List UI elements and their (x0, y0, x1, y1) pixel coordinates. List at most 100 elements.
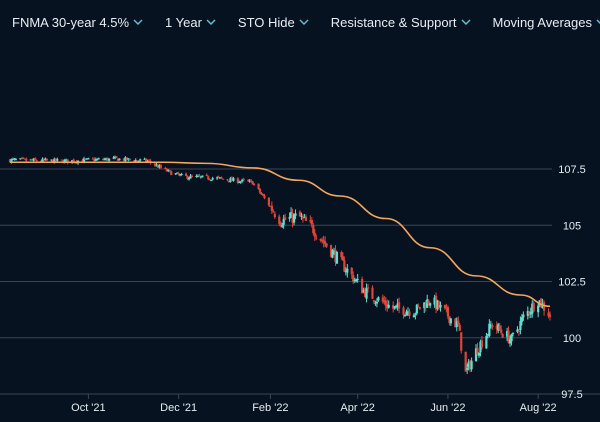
y-tick-label: 102.5 (558, 277, 586, 289)
candle-body (371, 287, 374, 299)
y-tick-label: 100 (563, 333, 581, 345)
candle-body (218, 177, 222, 179)
candle-body (329, 245, 333, 257)
candle-body (31, 159, 34, 161)
candle-body (298, 211, 302, 217)
candle-body (334, 249, 337, 263)
candle-body (116, 158, 120, 161)
candle-body (174, 173, 177, 175)
candle-body (65, 159, 68, 161)
x-tick-label: Feb '22 (252, 402, 288, 414)
candlesticks (8, 155, 552, 374)
candle-body (522, 314, 525, 318)
candle-body (436, 300, 439, 309)
candle-body (165, 168, 168, 172)
candle-body (384, 300, 387, 306)
candle-body (153, 163, 157, 166)
candle-body (179, 174, 182, 176)
period-dropdown[interactable]: 1 Year (165, 15, 216, 30)
candle-body (226, 179, 229, 181)
candle-body (22, 157, 25, 159)
toolbar: FNMA 30-year 4.5% 1 Year STO Hide Resist… (0, 0, 600, 44)
candle-body (516, 329, 519, 332)
moving-average-layer (10, 161, 551, 308)
candle-body (87, 158, 90, 160)
candle-body (112, 157, 115, 159)
candle-body (39, 160, 43, 162)
candle-body (199, 176, 202, 178)
instrument-label: FNMA 30-year 4.5% (12, 14, 130, 30)
candle-body (433, 297, 436, 305)
resistance-support-label: Resistance & Support (330, 14, 457, 30)
candle-body (426, 299, 429, 308)
moving-average-line (10, 161, 551, 308)
candle-body (505, 331, 509, 337)
instrument-dropdown[interactable]: FNMA 30-year 4.5% (12, 15, 143, 30)
candle-body (19, 158, 22, 160)
candle-body (381, 297, 384, 302)
candle-body (448, 316, 451, 323)
candle-body (189, 175, 192, 179)
candle-body (168, 170, 171, 172)
candle-body (105, 158, 108, 160)
candle-body (474, 348, 478, 362)
candle-body (257, 183, 260, 189)
candle-body (205, 175, 208, 177)
candle-body (115, 156, 118, 158)
candle-body (363, 289, 367, 297)
candle-body (294, 213, 297, 216)
candle-body (10, 158, 13, 163)
candle-body (230, 177, 234, 181)
candle-body (547, 312, 550, 317)
candle-body (362, 289, 365, 293)
candle-body (158, 165, 161, 168)
candle-body (108, 158, 111, 161)
sto-dropdown[interactable]: STO Hide (238, 15, 309, 30)
candle-body (216, 177, 219, 179)
candle-body (180, 173, 183, 175)
candle-body (331, 250, 334, 258)
candle-body (102, 158, 105, 160)
candle-body (143, 158, 146, 160)
candle-body (470, 360, 473, 370)
y-tick-label: 107.5 (558, 164, 586, 176)
candle-body (383, 300, 386, 303)
candle-body (387, 304, 390, 308)
candle-body (56, 159, 59, 161)
candle-body (437, 301, 441, 309)
candle-body (335, 251, 339, 264)
moving-averages-dropdown[interactable]: Moving Averages (493, 15, 600, 30)
candle-body (54, 158, 57, 162)
candle-body (176, 172, 179, 174)
candle-body (187, 178, 191, 180)
candle-body (14, 159, 18, 161)
candle-body (272, 211, 275, 213)
candle-body (85, 158, 89, 160)
candle-body (443, 304, 447, 309)
candle-body (227, 180, 231, 182)
resistance-support-dropdown[interactable]: Resistance & Support (331, 15, 471, 30)
candle-body (284, 217, 287, 220)
candle-body (45, 158, 49, 161)
candle-body (511, 332, 515, 334)
candle-body (71, 160, 74, 163)
candle-body (445, 307, 448, 309)
x-tick-label: Jun '22 (430, 402, 465, 414)
chevron-down-icon (133, 19, 143, 25)
candle-body (397, 302, 401, 309)
candle-body (35, 160, 38, 162)
candle-body (346, 268, 349, 273)
candle-body (467, 361, 470, 368)
candle-body (207, 176, 210, 180)
candle-body (147, 160, 151, 162)
candle-body (261, 194, 265, 196)
x-tick-label: Apr '22 (340, 402, 375, 414)
candle-body (365, 288, 368, 299)
candle-body (34, 158, 37, 160)
candle-body (184, 173, 188, 177)
candle-body (8, 159, 12, 163)
candle-body (449, 318, 452, 324)
candle-body (500, 329, 503, 333)
candle-body (528, 311, 531, 314)
